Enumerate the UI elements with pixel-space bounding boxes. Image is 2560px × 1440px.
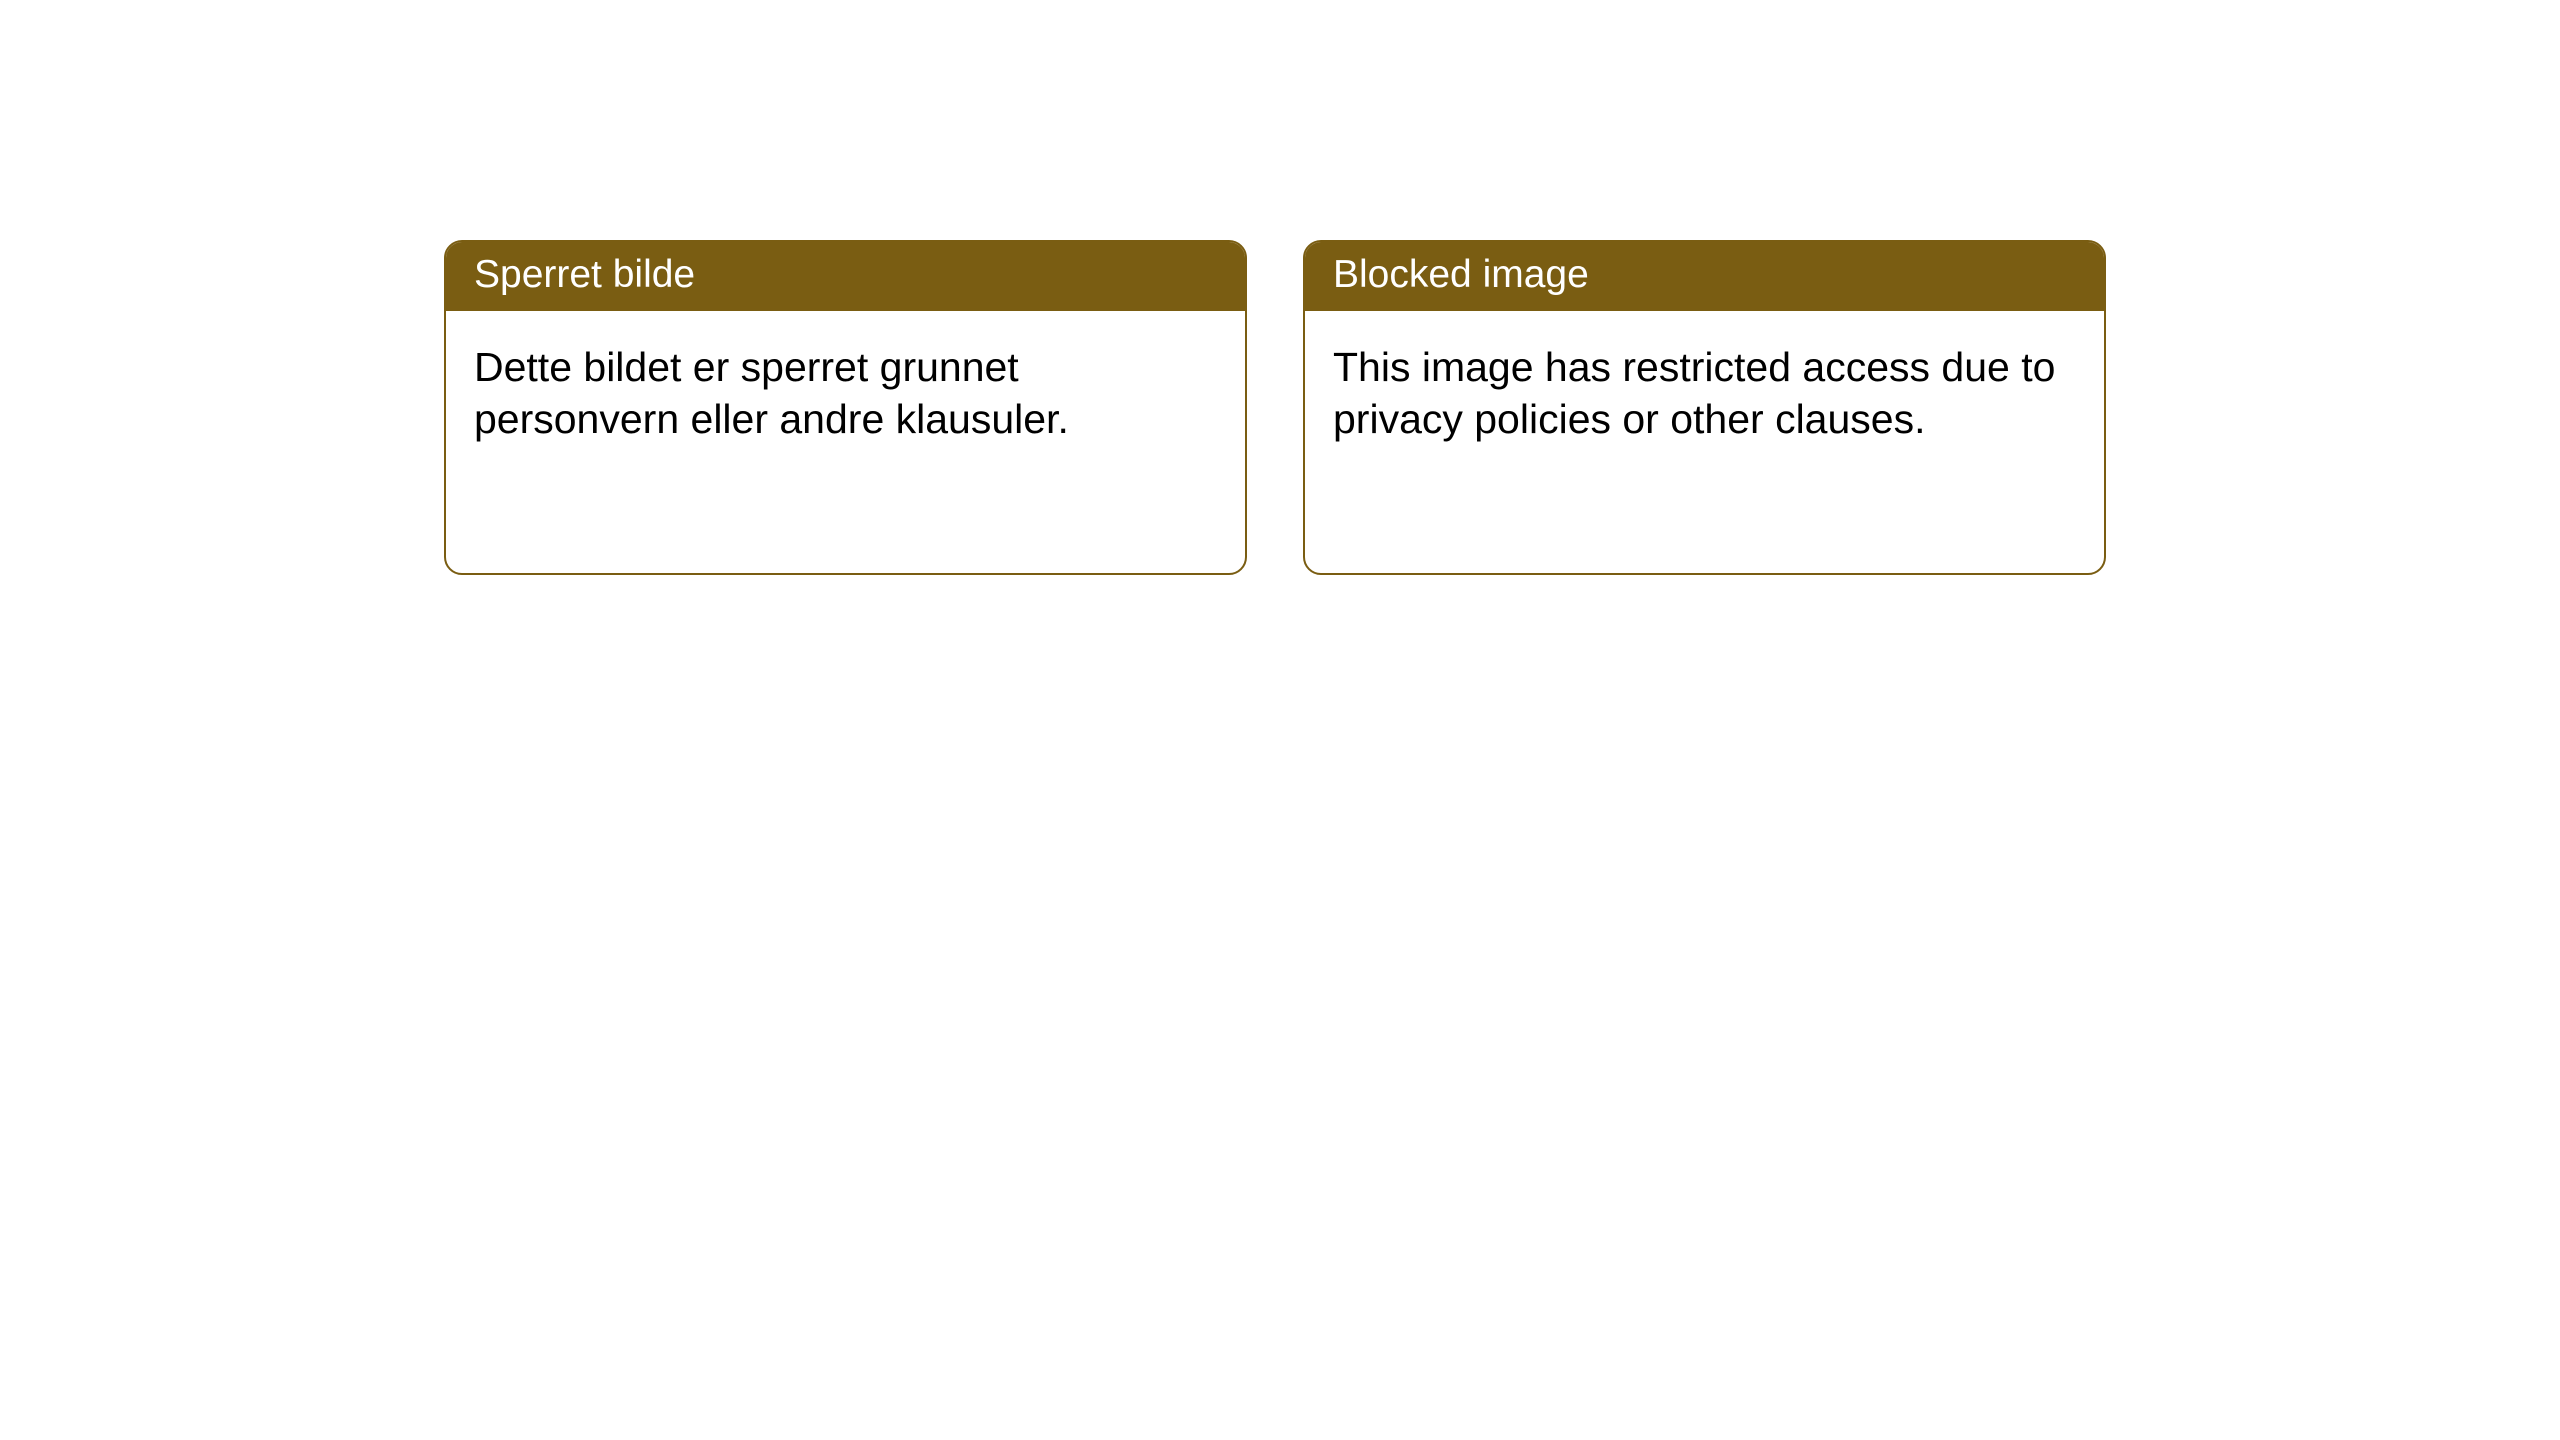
notice-container: Sperret bilde Dette bildet er sperret gr… bbox=[0, 0, 2560, 575]
notice-body: Dette bildet er sperret grunnet personve… bbox=[446, 311, 1245, 476]
notice-card-english: Blocked image This image has restricted … bbox=[1303, 240, 2106, 575]
notice-card-norwegian: Sperret bilde Dette bildet er sperret gr… bbox=[444, 240, 1247, 575]
notice-body: This image has restricted access due to … bbox=[1305, 311, 2104, 476]
notice-header: Blocked image bbox=[1305, 242, 2104, 311]
notice-header: Sperret bilde bbox=[446, 242, 1245, 311]
